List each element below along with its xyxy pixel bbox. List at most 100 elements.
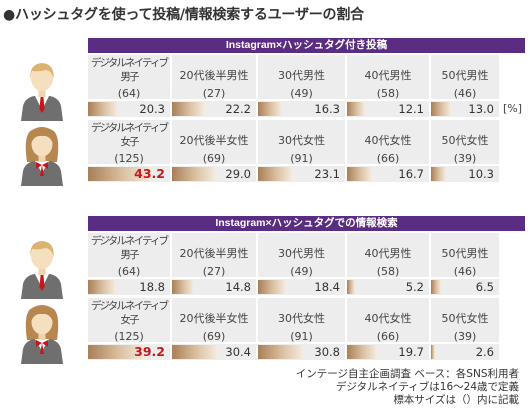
bar [347, 345, 377, 359]
sample-size-label: (91) [290, 330, 313, 343]
bar-cell: 23.1 [258, 166, 345, 182]
footnote-sample-size: 標本サイズは（）内に記載 [393, 394, 519, 406]
sample-size-label: (27) [202, 265, 226, 278]
category-label: デジタルネイティブ [90, 122, 169, 134]
category-cell: 30代女性 (91) [258, 120, 345, 165]
category-label: 30代男性 [278, 247, 325, 260]
category-label: 男子 [120, 249, 139, 261]
value-label: 23.1 [314, 167, 340, 181]
sample-size-label: (49) [290, 265, 313, 278]
bar-cell: 6.5 [431, 279, 499, 295]
male-person-icon [12, 57, 72, 121]
bar [431, 102, 451, 116]
value-label: 43.2 [134, 166, 165, 181]
category-cell: 40代男性 (58) [347, 55, 429, 100]
female-person-icon [12, 122, 72, 186]
unit-label: [%] [503, 102, 523, 115]
category-label: 50代女性 [441, 134, 489, 147]
value-label: 19.7 [398, 345, 424, 359]
bar [88, 345, 147, 359]
category-label: 20代後半男性 [179, 69, 249, 82]
value-label: 5.2 [405, 280, 424, 294]
category-cell: デジタルネイティブ 男子 (64) [88, 233, 170, 278]
category-label: 50代女性 [441, 312, 489, 325]
sample-size-label: (69) [202, 330, 226, 343]
footnote-definition: デジタルネイティブは16～24歳で定義 [335, 381, 519, 393]
category-label: 20代後半女性 [179, 312, 249, 325]
category-label: 女子 [120, 136, 139, 148]
category-label: 30代女性 [278, 312, 325, 325]
bar-cell: 10.3 [431, 166, 499, 182]
bar-cell: 16.3 [258, 101, 345, 117]
bar-cell: 18.8 [88, 279, 170, 295]
sample-size-label: (125) [114, 152, 144, 165]
category-label: 30代男性 [278, 69, 325, 82]
category-cell: 20代後半男性 (27) [172, 55, 256, 100]
category-cell: デジタルネイティブ 女子 (125) [88, 298, 170, 343]
category-label: 30代女性 [278, 134, 325, 147]
footnotes: インテージ自主企画調査 ベース：各SNS利用者 デジタルネイティブは16～24歳… [296, 368, 519, 407]
bar [431, 280, 441, 294]
bar-cell: 18.4 [258, 279, 345, 295]
category-cell: デジタルネイティブ 女子 (125) [88, 120, 170, 165]
bar-cell: 16.7 [347, 166, 429, 182]
sample-size-label: (91) [290, 152, 313, 165]
bar [258, 102, 283, 116]
category-cell: 20代後半女性 (69) [172, 298, 256, 343]
category-cell: デジタルネイティブ 男子 (64) [88, 55, 170, 100]
value-label: 16.3 [314, 102, 340, 116]
category-cell: 50代女性 (39) [431, 298, 499, 343]
category-cell: 50代男性 (46) [431, 55, 499, 100]
bar [258, 345, 305, 359]
value-label: 14.8 [225, 280, 251, 294]
bar [258, 167, 293, 181]
bar-cell: 22.2 [172, 101, 256, 117]
bar [431, 345, 435, 359]
sample-size-label: (39) [453, 152, 477, 165]
value-label: 22.2 [225, 102, 251, 116]
bar [172, 167, 216, 181]
category-label: デジタルネイティブ [90, 57, 169, 69]
footnote-source: インテージ自主企画調査 ベース：各SNS利用者 [295, 368, 519, 380]
bar [347, 167, 373, 181]
value-label: 16.7 [398, 167, 424, 181]
female-person-icon [12, 300, 72, 364]
category-label: 20代後半女性 [179, 134, 249, 147]
value-label: 6.5 [475, 280, 494, 294]
sample-size-label: (58) [376, 87, 400, 100]
bar-cell: 19.7 [347, 344, 429, 360]
sample-size-label: (69) [202, 152, 226, 165]
bar-cell: 13.0 [431, 101, 499, 117]
category-label: 男子 [120, 71, 139, 83]
value-label: 30.4 [225, 345, 251, 359]
value-label: 20.3 [139, 102, 165, 116]
value-label: 2.6 [475, 345, 494, 359]
sample-size-label: (58) [376, 265, 400, 278]
value-label: 18.4 [314, 280, 340, 294]
category-cell: 30代女性 (91) [258, 298, 345, 343]
page-title: ●ハッシュタグを使って投稿/情報検索するユーザーの割合 [3, 7, 364, 23]
category-cell: 40代女性 (66) [347, 298, 429, 343]
sample-size-label: (49) [290, 87, 313, 100]
bar [172, 280, 195, 294]
value-label: 12.1 [398, 102, 424, 116]
category-label: 40代女性 [364, 312, 412, 325]
sample-size-label: (46) [453, 265, 477, 278]
value-label: 29.0 [225, 167, 251, 181]
category-label: 40代女性 [364, 134, 412, 147]
category-cell: 50代男性 (46) [431, 233, 499, 278]
category-cell: 50代女性 (39) [431, 120, 499, 165]
bar-cell: 43.2 [88, 166, 170, 182]
bar [88, 167, 153, 181]
category-label: 50代男性 [441, 247, 489, 260]
bar [88, 280, 117, 294]
bar [258, 280, 286, 294]
sample-size-label: (39) [453, 330, 477, 343]
bar-cell: 20.3 [88, 101, 170, 117]
sample-size-label: (64) [117, 87, 141, 100]
bar-cell: 30.8 [258, 344, 345, 360]
bar-cell: 30.4 [172, 344, 256, 360]
sample-size-label: (125) [114, 330, 144, 343]
category-label: 女子 [120, 314, 139, 326]
bar-cell: 14.8 [172, 279, 256, 295]
